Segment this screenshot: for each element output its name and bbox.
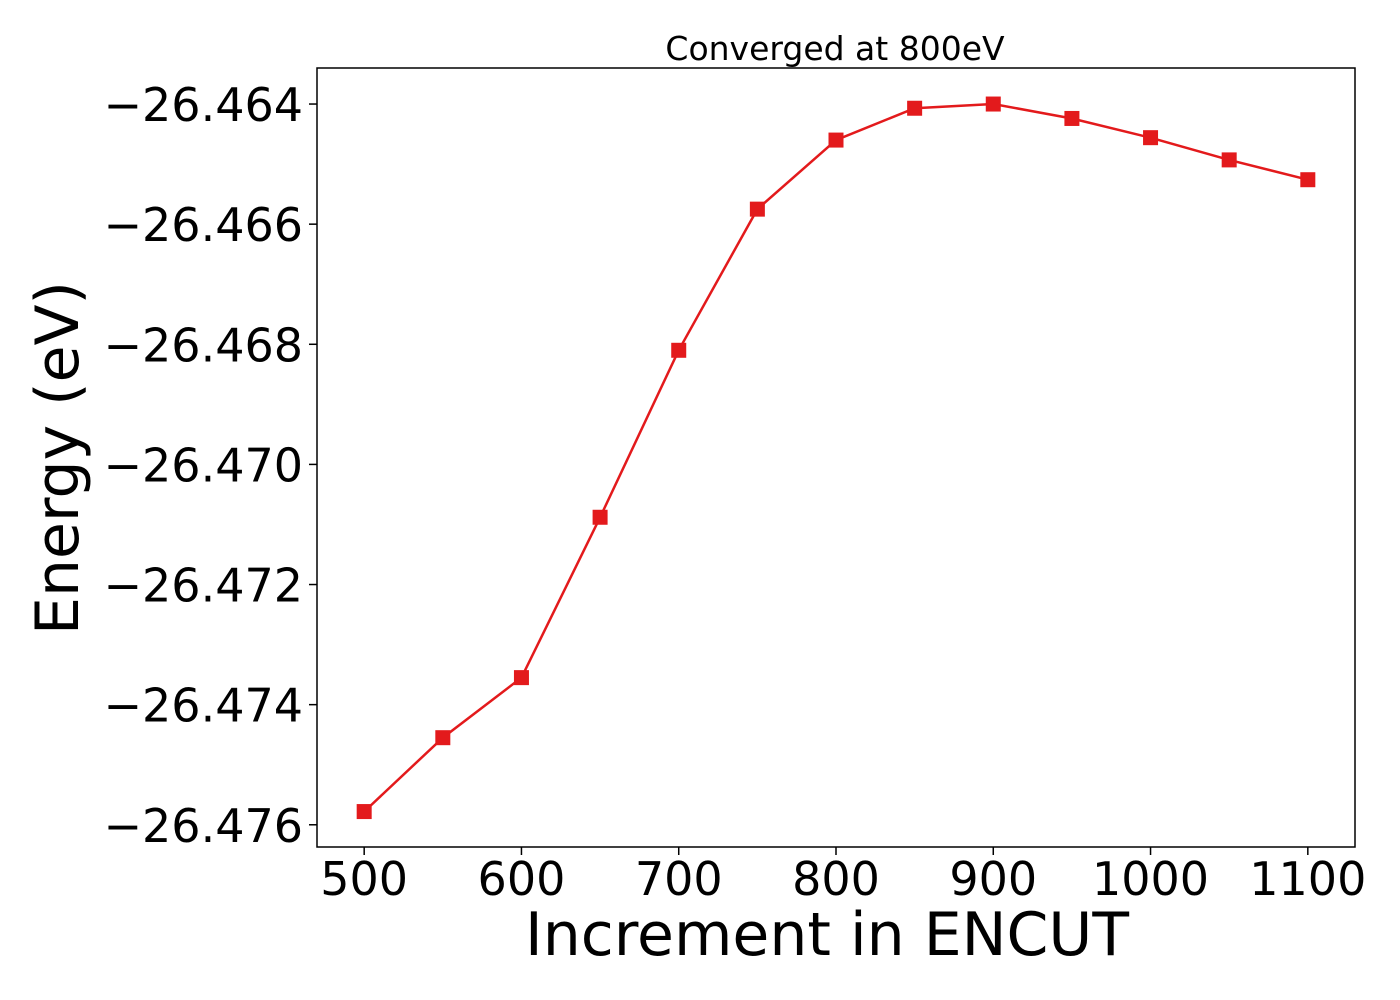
data-point-marker [1143,130,1159,146]
y-tick-label: −26.474 [104,679,304,733]
x-axis-label: Increment in ENCUT [525,900,1129,970]
data-point-marker [1221,152,1237,168]
x-tick-label: 1000 [1092,852,1209,906]
data-point-marker [592,509,608,525]
data-point-marker [356,804,372,820]
data-point-marker [907,100,923,116]
plot-area-frame [316,67,1356,848]
x-tick-label: 900 [949,852,1037,906]
x-tick-label: 700 [635,852,723,906]
y-tick-label: −26.466 [104,198,304,252]
y-tick-label: −26.470 [104,438,304,492]
x-tick-label: 1100 [1249,852,1366,906]
y-axis-label: Energy (eV) [23,281,93,635]
x-tick-label: 500 [320,852,408,906]
data-point-marker [1300,172,1316,188]
data-point-marker [828,132,844,148]
y-tick-label: −26.476 [104,799,304,853]
series-layer [356,96,1316,820]
data-point-marker [513,670,529,686]
y-tick-label: −26.464 [104,78,304,132]
data-point-marker [435,730,451,746]
y-tick-label: −26.472 [104,559,304,613]
data-point-marker [671,342,687,358]
series-line [363,102,1309,813]
chart-title: Converged at 800eV [665,29,1005,68]
data-point-marker [1064,110,1080,126]
x-axis: 500 600 700 800 900 1000 1100 [320,847,1366,906]
y-tick-label: −26.468 [104,318,304,372]
data-point-marker [749,201,765,217]
data-point-marker [985,96,1001,112]
y-axis: −26.464 −26.466 −26.468 −26.470 −26.472 −26.4… [104,78,317,853]
x-tick-label: 800 [792,852,880,906]
x-tick-label: 600 [478,852,566,906]
